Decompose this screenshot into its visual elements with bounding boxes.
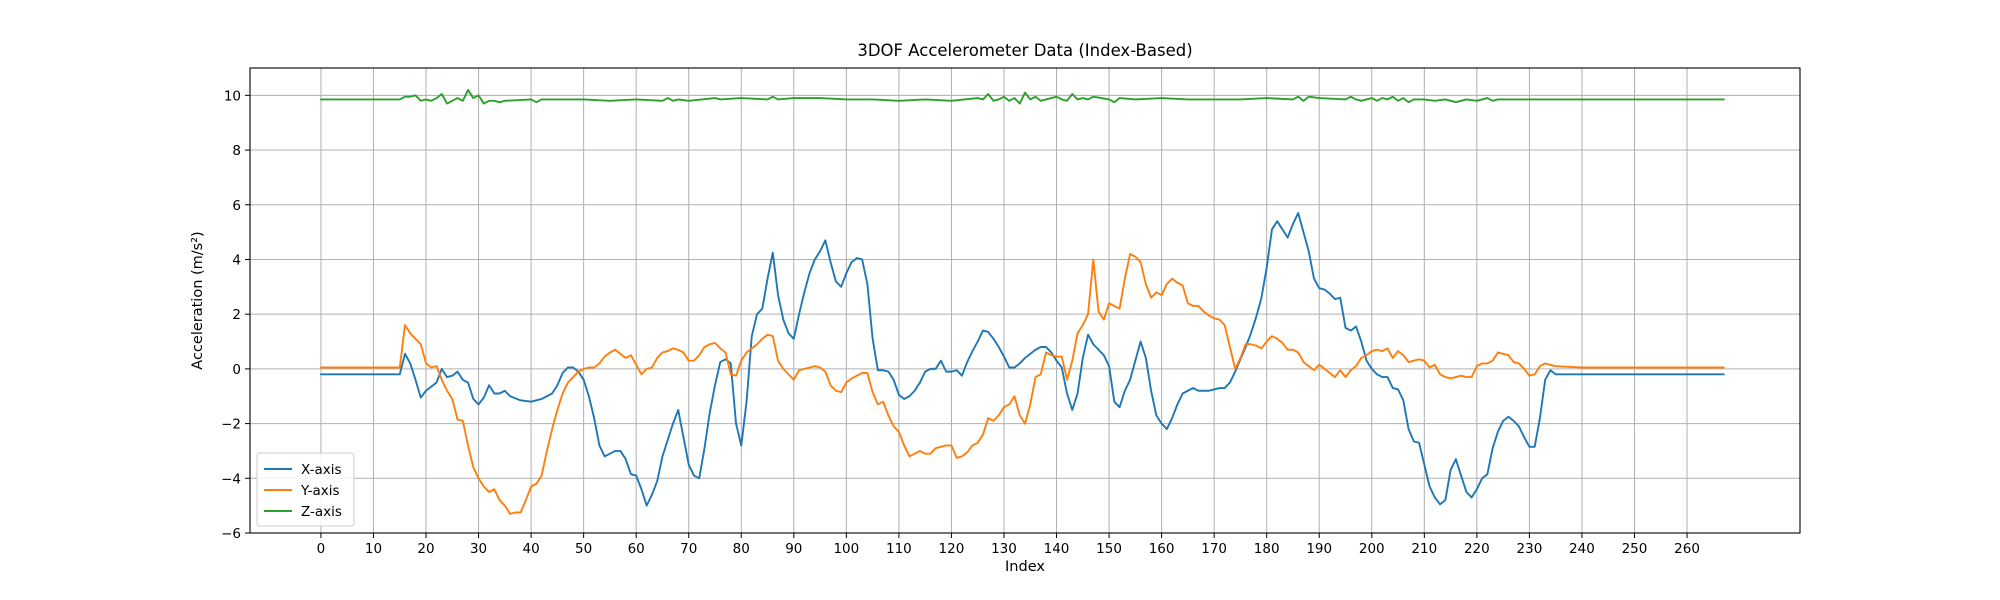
legend: X-axis Y-axis Z-axis bbox=[256, 452, 355, 527]
chart-title: 3DOF Accelerometer Data (Index-Based) bbox=[857, 41, 1192, 60]
series-lines bbox=[319, 88, 1725, 515]
x-tick-label: 250 bbox=[1622, 541, 1648, 557]
plot-frame bbox=[249, 67, 1801, 534]
legend-box bbox=[256, 452, 355, 527]
x-tick-label: 80 bbox=[733, 541, 750, 557]
y-tick-label: 8 bbox=[232, 143, 241, 159]
x-tick-label: 160 bbox=[1149, 541, 1175, 557]
x-tick-label: 120 bbox=[939, 541, 965, 557]
y-tick-label: −4 bbox=[221, 471, 241, 487]
y-tick-label: 4 bbox=[232, 252, 241, 268]
x-tick-label: 90 bbox=[785, 541, 802, 557]
y-axis-ticks: −6 −4 −2 0 2 4 6 8 10 bbox=[221, 88, 250, 542]
y-tick-label: −6 bbox=[221, 526, 241, 542]
x-tick-label: 200 bbox=[1359, 541, 1385, 557]
y-tick-label: 0 bbox=[232, 362, 241, 378]
y-tick-label: −2 bbox=[221, 417, 241, 433]
y-tick-label: 2 bbox=[232, 307, 241, 323]
x-tick-label: 260 bbox=[1674, 541, 1700, 557]
grid-lines bbox=[250, 68, 1800, 534]
x-axis-label: Index bbox=[1005, 559, 1045, 575]
series-line-y-axis bbox=[319, 253, 1725, 515]
x-tick-label: 210 bbox=[1411, 541, 1437, 557]
x-tick-label: 100 bbox=[833, 541, 859, 557]
x-tick-label: 70 bbox=[680, 541, 697, 557]
series-line-z-axis bbox=[319, 88, 1725, 105]
x-tick-label: 30 bbox=[470, 541, 487, 557]
x-tick-label: 10 bbox=[365, 541, 382, 557]
x-tick-label: 180 bbox=[1254, 541, 1280, 557]
x-tick-label: 170 bbox=[1201, 541, 1227, 557]
x-axis-ticks: 0 10 20 30 40 50 60 70 80 90 100 110 120 130 140 150 160… bbox=[317, 533, 1700, 557]
x-tick-label: 0 bbox=[317, 541, 326, 557]
x-tick-label: 190 bbox=[1306, 541, 1332, 557]
series-line-x-axis bbox=[319, 212, 1725, 507]
x-tick-label: 240 bbox=[1569, 541, 1595, 557]
x-tick-label: 110 bbox=[886, 541, 912, 557]
legend-label: X-axis bbox=[301, 462, 342, 478]
x-tick-label: 50 bbox=[575, 541, 592, 557]
y-tick-label: 10 bbox=[224, 88, 241, 104]
x-tick-label: 140 bbox=[1044, 541, 1070, 557]
x-tick-label: 150 bbox=[1096, 541, 1122, 557]
y-axis-label: Acceleration (m/s²) bbox=[190, 231, 206, 369]
x-tick-label: 130 bbox=[991, 541, 1017, 557]
x-tick-label: 220 bbox=[1464, 541, 1490, 557]
x-tick-label: 60 bbox=[628, 541, 645, 557]
x-tick-label: 230 bbox=[1517, 541, 1543, 557]
y-tick-label: 6 bbox=[232, 198, 241, 214]
legend-label: Z-axis bbox=[301, 504, 342, 520]
x-tick-label: 20 bbox=[417, 541, 434, 557]
legend-label: Y-axis bbox=[300, 483, 340, 499]
x-tick-label: 40 bbox=[523, 541, 540, 557]
